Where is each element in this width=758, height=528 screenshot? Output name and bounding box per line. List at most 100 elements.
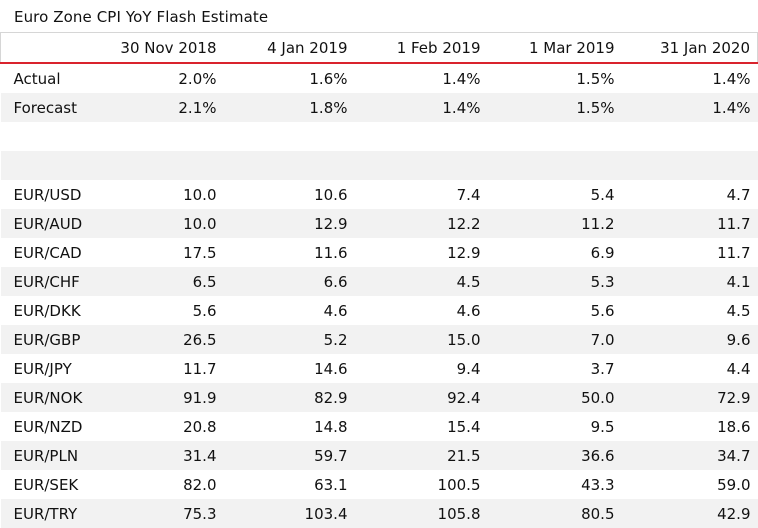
row-label: EUR/USD [0, 180, 98, 209]
table-cell: 4.5 [621, 296, 758, 325]
table-cell: 42.9 [621, 499, 758, 528]
table-cell [621, 122, 758, 151]
table-row: EUR/DKK 5.6 4.6 4.6 5.6 4.5 [0, 296, 758, 325]
table-cell [487, 151, 622, 180]
table-cell: 4.6 [223, 296, 355, 325]
column-header: 1 Mar 2019 [487, 32, 622, 64]
table-cell: 82.9 [223, 383, 355, 412]
table-row: EUR/USD 10.0 10.6 7.4 5.4 4.7 [0, 180, 758, 209]
table-cell [97, 122, 224, 151]
table-cell: 14.8 [223, 412, 355, 441]
table-cell: 12.9 [354, 238, 488, 267]
row-label: EUR/NOK [0, 383, 98, 412]
table-cell: 5.6 [487, 296, 622, 325]
table-title: Euro Zone CPI YoY Flash Estimate [14, 8, 269, 26]
row-label [0, 151, 98, 180]
table-cell: 59.7 [223, 441, 355, 470]
table-cell: 17.5 [97, 238, 224, 267]
table-cell: 1.6% [223, 63, 355, 93]
table-cell: 15.0 [354, 325, 488, 354]
data-table-container: 30 Nov 2018 4 Jan 2019 1 Feb 2019 1 Mar … [0, 32, 758, 528]
column-header [0, 32, 98, 64]
table-row: EUR/CAD 17.5 11.6 12.9 6.9 11.7 [0, 238, 758, 267]
table-row: Actual 2.0% 1.6% 1.4% 1.5% 1.4% [0, 63, 758, 93]
table-row: EUR/GBP 26.5 5.2 15.0 7.0 9.6 [0, 325, 758, 354]
table-cell: 2.0% [97, 63, 224, 93]
table-cell: 1.5% [487, 93, 622, 122]
table-cell: 82.0 [97, 470, 224, 499]
table-cell: 18.6 [621, 412, 758, 441]
table-cell [354, 151, 488, 180]
table-cell: 10.0 [97, 209, 224, 238]
table-cell: 11.7 [621, 209, 758, 238]
row-label: EUR/TRY [0, 499, 98, 528]
table-cell: 10.0 [97, 180, 224, 209]
row-label: EUR/DKK [0, 296, 98, 325]
table-cell: 6.5 [97, 267, 224, 296]
column-header: 31 Jan 2020 [621, 32, 758, 64]
row-label [0, 122, 98, 151]
table-cell [223, 151, 355, 180]
table-cell: 11.7 [97, 354, 224, 383]
table-cell: 11.2 [487, 209, 622, 238]
table-row: EUR/SEK 82.0 63.1 100.5 43.3 59.0 [0, 470, 758, 499]
table-cell: 31.4 [97, 441, 224, 470]
table-cell: 5.3 [487, 267, 622, 296]
table-cell: 34.7 [621, 441, 758, 470]
table-cell: 9.5 [487, 412, 622, 441]
table-cell: 9.4 [354, 354, 488, 383]
header-row: 30 Nov 2018 4 Jan 2019 1 Feb 2019 1 Mar … [0, 32, 758, 64]
row-label: Forecast [0, 93, 98, 122]
table-cell: 14.6 [223, 354, 355, 383]
table-row: EUR/AUD 10.0 12.9 12.2 11.2 11.7 [0, 209, 758, 238]
row-label: EUR/JPY [0, 354, 98, 383]
table-row: EUR/PLN 31.4 59.7 21.5 36.6 34.7 [0, 441, 758, 470]
column-header: 1 Feb 2019 [354, 32, 488, 64]
table-cell [223, 122, 355, 151]
table-cell: 91.9 [97, 383, 224, 412]
table-row: EUR/NZD 20.8 14.8 15.4 9.5 18.6 [0, 412, 758, 441]
table-cell: 11.6 [223, 238, 355, 267]
table-cell: 5.4 [487, 180, 622, 209]
table-cell [487, 122, 622, 151]
table-cell: 1.4% [354, 63, 488, 93]
table-cell: 36.6 [487, 441, 622, 470]
table-cell: 105.8 [354, 499, 488, 528]
table-row: Forecast 2.1% 1.8% 1.4% 1.5% 1.4% [0, 93, 758, 122]
table-row: EUR/NOK 91.9 82.9 92.4 50.0 72.9 [0, 383, 758, 412]
table-cell: 100.5 [354, 470, 488, 499]
table-cell [354, 122, 488, 151]
table-cell: 4.7 [621, 180, 758, 209]
table-cell: 4.5 [354, 267, 488, 296]
table-cell: 12.9 [223, 209, 355, 238]
table-cell: 92.4 [354, 383, 488, 412]
row-label: EUR/CHF [0, 267, 98, 296]
table-cell [621, 151, 758, 180]
table-cell: 21.5 [354, 441, 488, 470]
table-cell: 1.4% [354, 93, 488, 122]
table-cell: 80.5 [487, 499, 622, 528]
table-cell: 12.2 [354, 209, 488, 238]
table-cell: 7.4 [354, 180, 488, 209]
table-cell: 1.5% [487, 63, 622, 93]
table-cell: 2.1% [97, 93, 224, 122]
row-label: EUR/GBP [0, 325, 98, 354]
table-cell: 1.4% [621, 63, 758, 93]
table-row: EUR/CHF 6.5 6.6 4.5 5.3 4.1 [0, 267, 758, 296]
table-cell: 1.4% [621, 93, 758, 122]
table-row: EUR/JPY 11.7 14.6 9.4 3.7 4.4 [0, 354, 758, 383]
row-label: EUR/SEK [0, 470, 98, 499]
table-cell: 5.2 [223, 325, 355, 354]
table-cell: 4.1 [621, 267, 758, 296]
column-header: 4 Jan 2019 [223, 32, 355, 64]
table-cell: 7.0 [487, 325, 622, 354]
row-label: EUR/NZD [0, 412, 98, 441]
table-cell: 9.6 [621, 325, 758, 354]
table-row [0, 122, 758, 151]
table-cell: 6.6 [223, 267, 355, 296]
table-body: Actual 2.0% 1.6% 1.4% 1.5% 1.4% Forecast 2.1% 1.… [0, 63, 758, 528]
cpi-volatility-table: 30 Nov 2018 4 Jan 2019 1 Feb 2019 1 Mar … [0, 32, 758, 528]
table-cell: 103.4 [223, 499, 355, 528]
table-cell: 4.6 [354, 296, 488, 325]
column-header: 30 Nov 2018 [97, 32, 224, 64]
